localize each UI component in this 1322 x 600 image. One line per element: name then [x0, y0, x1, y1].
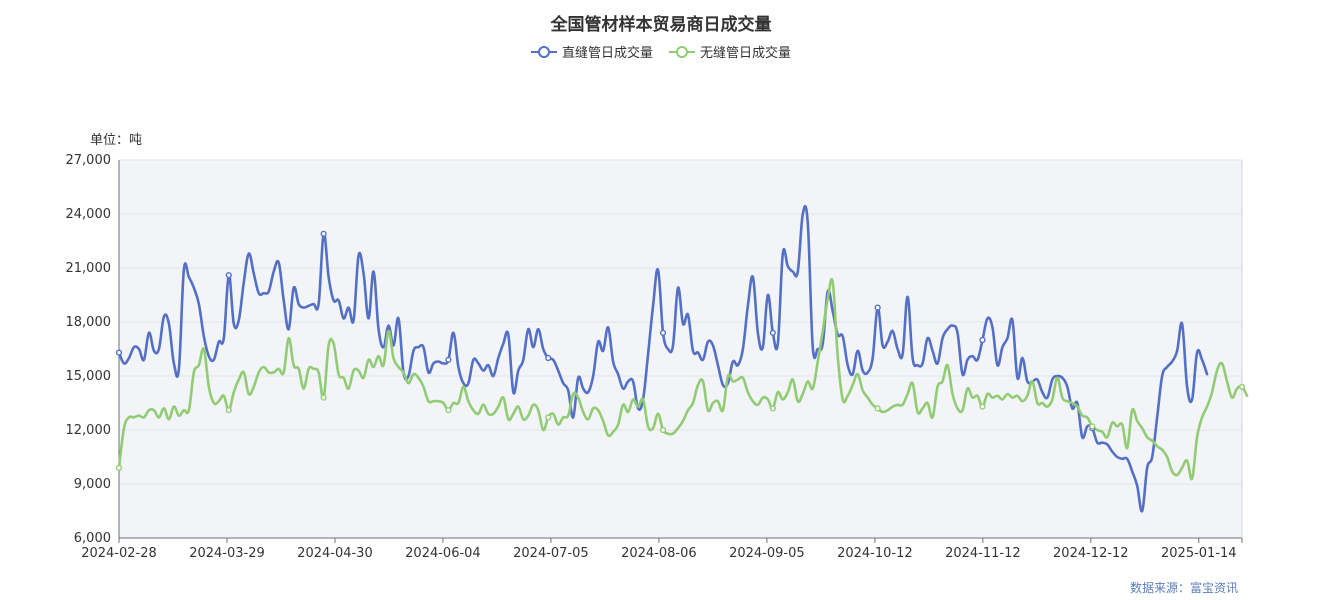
- series-0-point-131: [769, 329, 776, 336]
- series-1-point-86: [545, 414, 552, 421]
- series-1-point-66: [445, 407, 452, 414]
- chart-title: 全国管材样本贸易商日成交量: [550, 15, 772, 35]
- series-0-point-66: [445, 356, 452, 363]
- x-tick-label-2: 2024-04-30: [297, 546, 373, 561]
- x-axis-ticks: 2024-02-28 2024-03-29 2024-04-30 2024-06-04…: [81, 538, 1243, 561]
- series-1-point-22: [225, 407, 232, 414]
- y-tick-label-7: 27,000: [66, 153, 112, 168]
- x-tick-label-8: 2024-11-12: [945, 546, 1021, 561]
- legend-label-series-1: 无缝管日成交量: [700, 46, 792, 61]
- series-1-point-0: [115, 464, 123, 471]
- x-tick-label-3: 2024-06-04: [405, 546, 481, 561]
- x-tick-label-5: 2024-08-06: [621, 546, 697, 561]
- y-tick-label-1: 9,000: [74, 477, 111, 492]
- y-tick-label-6: 24,000: [66, 207, 112, 222]
- series-line-1: [117, 278, 1249, 481]
- legend-item-series-0[interactable]: 直缝管日成交量: [530, 42, 653, 61]
- series-1-point-225: [1238, 383, 1246, 390]
- y-axis-unit-label: 单位：吨: [90, 133, 143, 148]
- series-points: [115, 230, 1246, 471]
- x-tick-label-10: 2025-01-14: [1161, 546, 1237, 561]
- series-0-point-109: [659, 329, 667, 336]
- x-tick-label-4: 2024-07-05: [513, 546, 589, 561]
- legend-swatch-series-0: [530, 45, 557, 59]
- plot-area: [119, 160, 1242, 538]
- y-axis-tick-labels: 6,000 9,000 12,000 15,000 18,000 21,000 24,000…: [66, 153, 112, 546]
- series-1-point-173: [979, 403, 986, 410]
- data-source-label: 数据来源：富宝资讯: [1129, 581, 1238, 595]
- y-tick-label-0: 6,000: [74, 531, 111, 546]
- series-0-point-22: [225, 272, 232, 279]
- axes: [118, 160, 1243, 539]
- series-0-point-173: [979, 336, 986, 344]
- series-1-point-152: [874, 405, 881, 412]
- legend: 直缝管日成交量 无缝管日成交量: [0, 42, 1322, 61]
- series-1-point-41: [320, 394, 327, 401]
- series-1-point-131: [769, 405, 776, 412]
- legend-swatch-series-1: [669, 45, 695, 59]
- legend-label-series-0: 直缝管日成交量: [561, 46, 653, 61]
- series-0-point-0: [115, 349, 123, 356]
- series-0-point-86: [545, 354, 552, 362]
- x-tick-label-6: 2024-09-05: [729, 546, 805, 561]
- x-tick-label-1: 2024-03-29: [189, 546, 265, 561]
- series-1-point-195: [1089, 423, 1096, 430]
- x-tick-label-0: 2024-02-28: [81, 546, 157, 561]
- series-1-point-109: [659, 426, 667, 434]
- y-tick-label-3: 15,000: [66, 369, 112, 384]
- y-tick-label-2: 12,000: [66, 423, 112, 438]
- series-0-point-152: [874, 304, 881, 311]
- series-0-point-41: [320, 230, 327, 237]
- x-tick-label-7: 2024-10-12: [837, 546, 913, 561]
- x-tick-label-9: 2024-12-12: [1053, 546, 1129, 561]
- y-tick-label-5: 21,000: [66, 261, 112, 276]
- y-tick-label-4: 18,000: [66, 315, 112, 330]
- legend-item-series-1[interactable]: 无缝管日成交量: [669, 42, 791, 61]
